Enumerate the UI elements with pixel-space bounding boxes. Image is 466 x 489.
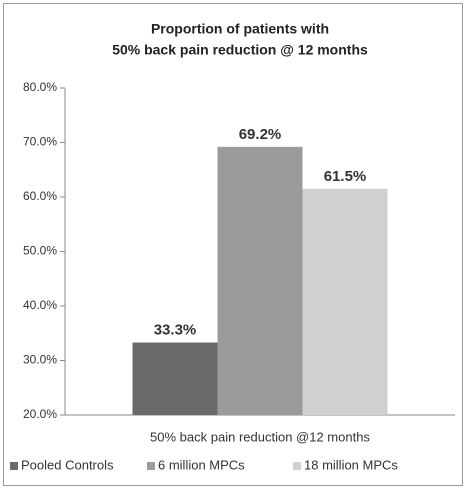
legend-label: 18 million MPCs <box>304 457 398 472</box>
y-tick-label: 70.0% <box>23 135 57 149</box>
bar <box>132 342 218 415</box>
data-label: 33.3% <box>154 321 197 338</box>
y-tick-label: 30.0% <box>23 353 57 367</box>
y-tick-label: 40.0% <box>23 298 57 312</box>
legend-label: Pooled Controls <box>21 457 114 472</box>
legend-swatch <box>293 462 301 470</box>
legend-swatch <box>10 462 18 470</box>
chart-title: 50% back pain reduction @ 12 months <box>112 42 368 58</box>
y-tick-label: 20.0% <box>23 407 57 421</box>
x-tick-label: 50% back pain reduction @12 months <box>150 429 370 444</box>
bar <box>217 146 303 416</box>
y-tick-label: 80.0% <box>23 80 57 94</box>
chart-title: Proportion of patients with <box>151 21 329 37</box>
data-label: 61.5% <box>324 168 367 185</box>
y-tick-label: 60.0% <box>23 189 57 203</box>
legend-label: 6 million MPCs <box>158 457 245 472</box>
y-tick-label: 50.0% <box>23 244 57 258</box>
legend-swatch <box>147 462 155 470</box>
bar <box>302 188 388 415</box>
data-label: 69.2% <box>239 126 282 143</box>
